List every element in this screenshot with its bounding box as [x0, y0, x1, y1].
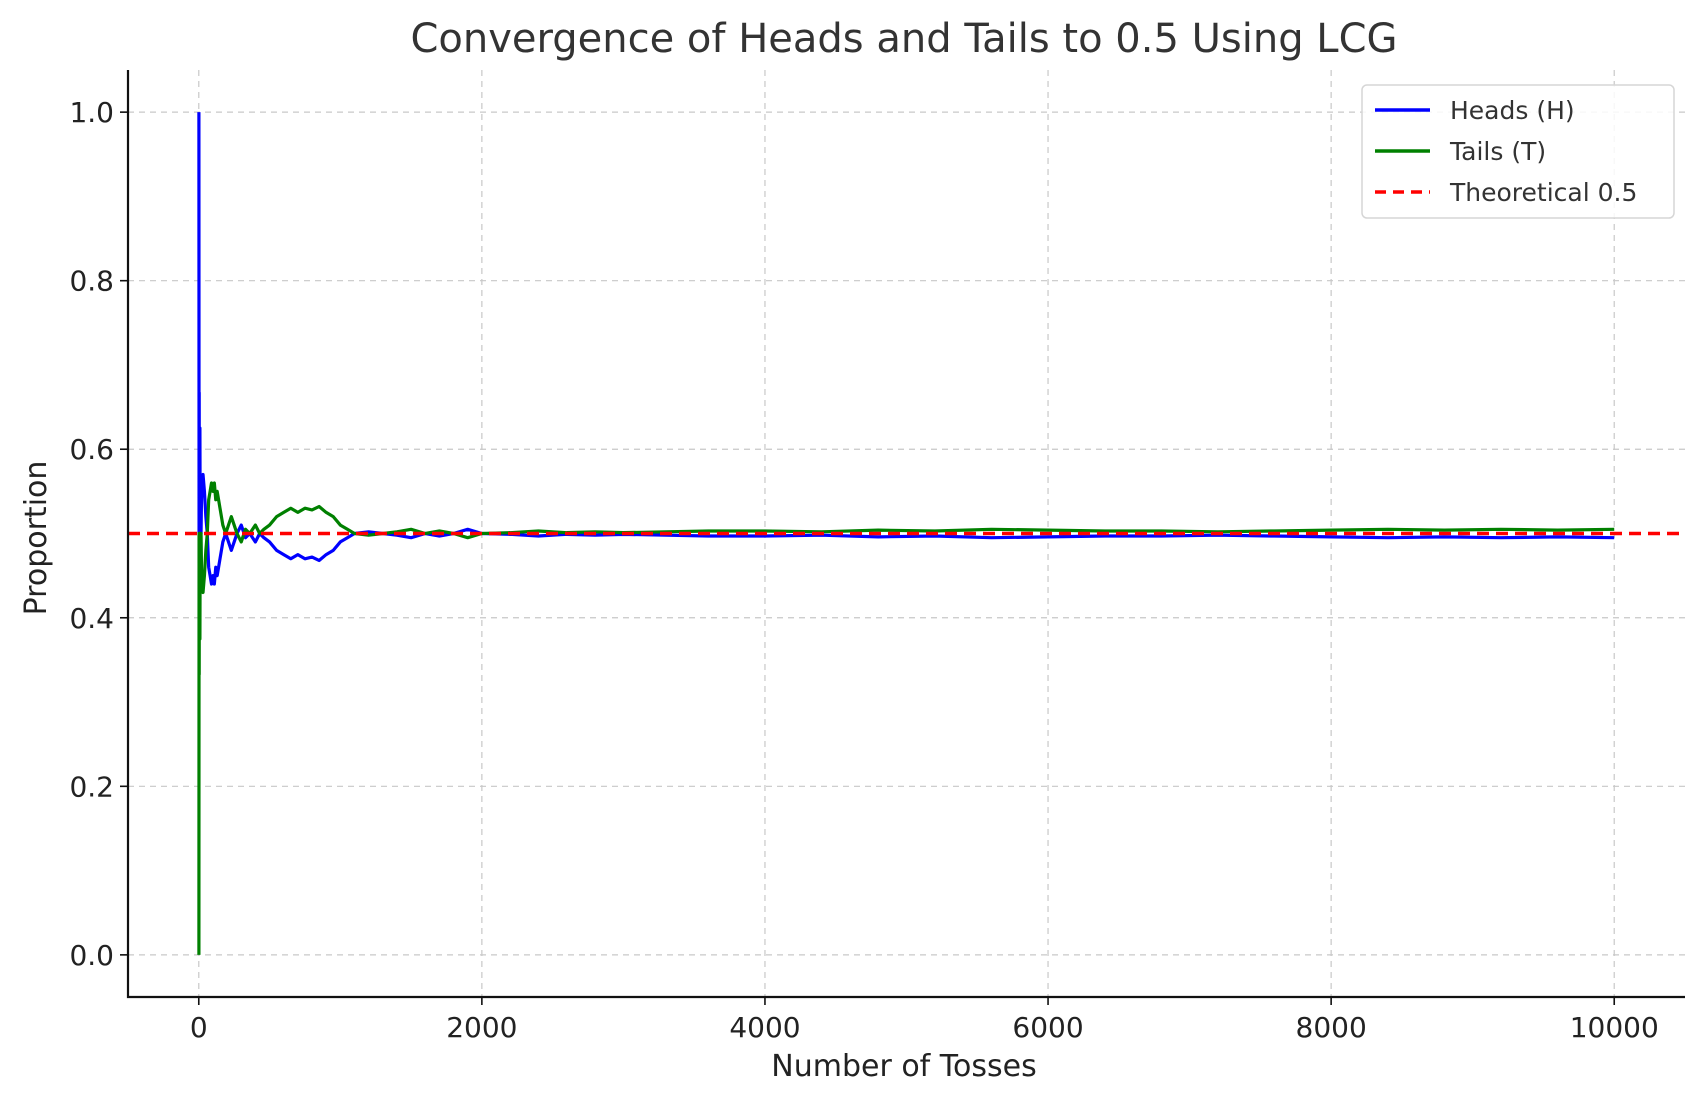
x-tick-label: 2000: [446, 1011, 517, 1044]
x-axis-label: Number of Tosses: [771, 1049, 1036, 1084]
y-tick-label: 0.0: [69, 939, 114, 972]
chart-title: Convergence of Heads and Tails to 0.5 Us…: [410, 16, 1397, 62]
x-tick-label: 10000: [1570, 1011, 1659, 1044]
x-tick-label: 6000: [1012, 1011, 1083, 1044]
y-tick-label: 0.4: [69, 602, 114, 635]
y-tick-label: 1.0: [69, 96, 114, 129]
axis-spines: [126, 70, 1685, 999]
legend-heads-label: Heads (H): [1450, 96, 1575, 125]
series-line-heads-h: [197, 112, 1615, 586]
legend-frame: [1361, 84, 1675, 219]
y-tick-label: 0.6: [69, 433, 114, 466]
x-tick-label: 0: [190, 1011, 208, 1044]
legend: Heads (H) Tails (T) Theoretical 0.5: [1361, 84, 1675, 219]
x-tick-label: 4000: [729, 1011, 800, 1044]
y-axis-label: Proportion: [19, 461, 54, 616]
y-tick-label: 0.8: [69, 265, 114, 298]
axes-layer: 0 2000 4000 6000 8000 10000 0.0 0.2 0.4 0.6 0.8 1.0: [69, 70, 1685, 1044]
series-layer: [128, 112, 1685, 955]
series-line-tails-t: [197, 481, 1615, 955]
legend-theoretical-label: Theoretical 0.5: [1449, 178, 1637, 207]
legend-tails-label: Tails (T): [1449, 137, 1546, 166]
y-tick-label: 0.2: [69, 770, 114, 803]
x-tick-label: 8000: [1296, 1011, 1367, 1044]
